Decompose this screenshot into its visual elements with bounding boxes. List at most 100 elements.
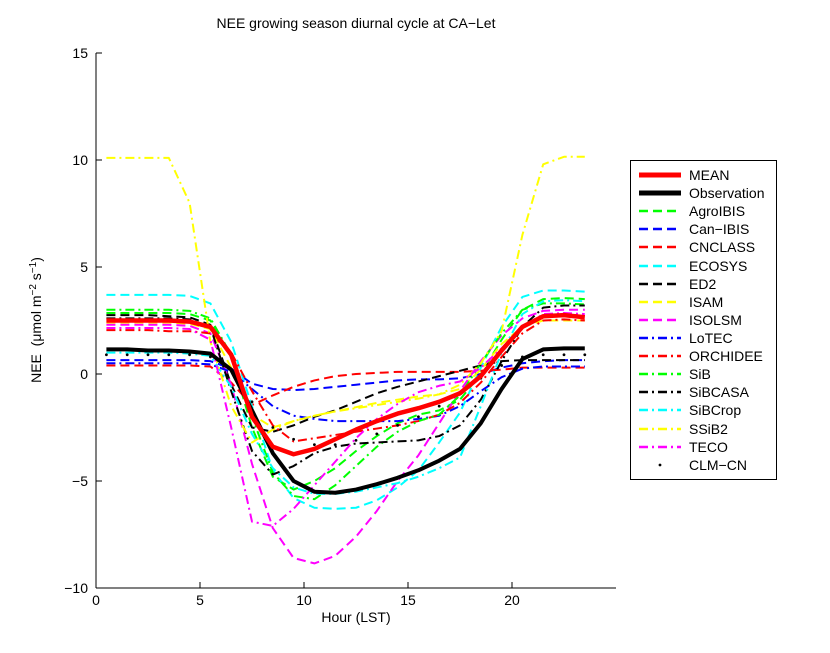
y-tick-label: −10 <box>64 580 88 596</box>
legend-line-sample <box>639 318 681 322</box>
legend-line-sample <box>639 354 681 358</box>
legend-box: MEAN Observation AgroIBIS Can−IBIS CNCLASS EC… <box>630 160 777 480</box>
legend-label: SiBCrop <box>689 402 742 419</box>
legend-label: ED2 <box>689 275 717 292</box>
data-point-dot <box>562 353 566 357</box>
y-tick-label: 15 <box>72 45 88 61</box>
series-line-CNCLASS <box>106 364 585 407</box>
series-line-Observation <box>106 346 585 495</box>
series-line-MEAN <box>106 312 586 457</box>
legend-label: SiBCASA <box>689 384 749 401</box>
x-tick-label: 10 <box>296 592 312 608</box>
legend-line-sample <box>639 427 681 430</box>
x-axis-label: Hour (LST) <box>321 609 391 625</box>
legend-line-sample <box>639 373 681 376</box>
y-axis-label: NEE (μmol m−2 s−1) <box>27 257 45 383</box>
legend-line-sample <box>639 228 681 231</box>
legend-item-CLM−CN: CLM−CN <box>631 456 776 473</box>
legend-label: TECO <box>689 438 728 455</box>
series-line-AgroIBIS <box>106 297 585 491</box>
legend-label: Can−IBIS <box>689 221 750 238</box>
data-point-dot <box>292 437 295 441</box>
legend-label: ISAM <box>689 293 724 310</box>
legend-item-ISOLSM: ISOLSM <box>631 311 776 328</box>
data-point-dot <box>125 353 129 357</box>
data-point-dot <box>188 353 192 357</box>
series-line-LoTEC <box>106 362 585 423</box>
x-tick-label: 20 <box>504 592 520 608</box>
data-point-dot <box>167 353 171 357</box>
legend-label: LoTEC <box>689 330 733 347</box>
data-point-dot <box>541 353 545 357</box>
y-axis-label-superscript: −1 <box>27 261 39 274</box>
legend-label: CNCLASS <box>689 239 756 256</box>
legend-label: SSiB2 <box>689 420 728 437</box>
legend-label: ORCHIDEE <box>689 348 763 365</box>
legend-item-ED2: ED2 <box>631 275 776 292</box>
legend-label: AgroIBIS <box>689 203 746 220</box>
legend-label: Observation <box>689 185 765 202</box>
data-point-dot <box>417 415 420 419</box>
legend-line-sample <box>639 210 681 213</box>
legend-item-ISAM: ISAM <box>631 293 776 310</box>
series-line-SiB <box>106 302 585 501</box>
data-point-dot <box>271 426 275 429</box>
data-point-dot <box>354 438 358 442</box>
y-axis-label-text: NEE (μmol m <box>28 295 44 383</box>
legend-item-LoTEC: LoTEC <box>631 330 776 347</box>
legend-item-TECO: TECO <box>631 438 776 455</box>
legend-label: ISOLSM <box>689 311 742 328</box>
data-point-dot <box>396 423 399 427</box>
legend-item-Can−IBIS: Can−IBIS <box>631 221 776 238</box>
legend-item-SSiB2: SSiB2 <box>631 420 776 437</box>
chart-title: NEE growing season diurnal cycle at CA−L… <box>216 15 496 31</box>
legend-item-SiB: SiB <box>631 366 776 383</box>
legend-marker-dot <box>658 463 662 467</box>
x-tick-label: 15 <box>400 592 416 608</box>
legend-line-sample <box>639 190 681 196</box>
data-point-dot <box>250 400 254 404</box>
legend-line-sample <box>639 282 681 285</box>
legend-label: ECOSYS <box>689 257 748 274</box>
data-point-dot <box>437 404 441 408</box>
data-point-dot <box>333 443 337 447</box>
legend-label: SiB <box>689 366 711 383</box>
legend-line-sample <box>639 445 681 448</box>
legend-line-sample <box>639 391 681 394</box>
legend-line-sample <box>639 409 681 412</box>
legend-line-sample <box>639 300 681 304</box>
legend-line-sample <box>639 246 681 249</box>
legend-label: CLM−CN <box>689 456 747 473</box>
legend-item-ORCHIDEE: ORCHIDEE <box>631 348 776 365</box>
legend-item-AgroIBIS: AgroIBIS <box>631 203 776 220</box>
data-point-dot <box>146 353 150 357</box>
legend-item-SiBCASA: SiBCASA <box>631 384 776 401</box>
data-point-dot <box>375 432 379 436</box>
legend-dot-sample <box>658 463 662 467</box>
y-tick-label: −5 <box>72 473 88 489</box>
legend-line-sample <box>639 172 681 178</box>
legend-item-CNCLASS: CNCLASS <box>631 239 776 256</box>
x-tick-label: 0 <box>92 592 100 608</box>
data-point-dot <box>313 443 316 447</box>
data-point-dot <box>583 353 587 357</box>
series-line-SSiB2 <box>106 155 585 444</box>
series-line-ORCHIDEE <box>106 318 585 443</box>
y-tick-label: 0 <box>80 366 88 382</box>
series-line-Can−IBIS <box>106 359 585 392</box>
series-line-ECOSYS <box>106 289 585 510</box>
legend-item-MEAN: MEAN <box>631 167 776 184</box>
legend-item-Observation: Observation <box>631 185 776 202</box>
y-tick-label: 10 <box>72 152 88 168</box>
legend-line-sample <box>639 264 681 267</box>
legend-item-SiBCrop: SiBCrop <box>631 402 776 419</box>
series-line-TECO <box>106 312 585 527</box>
legend-item-ECOSYS: ECOSYS <box>631 257 776 274</box>
y-axis-label-superscript: −2 <box>27 284 39 296</box>
data-point-dot <box>500 364 503 367</box>
legend-line-sample <box>639 336 681 340</box>
y-axis-label-text: s <box>28 273 44 285</box>
data-point-dot <box>105 353 108 357</box>
